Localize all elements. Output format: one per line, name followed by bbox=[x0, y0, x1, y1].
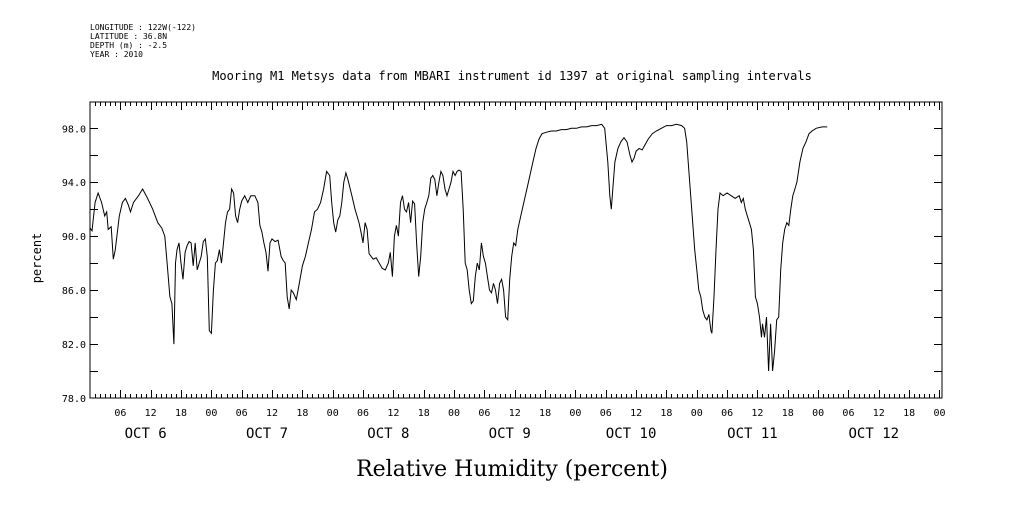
y-tick-label: 90.0 bbox=[62, 232, 86, 243]
meta-line-depth: DEPTH (m) : -2.5 bbox=[90, 41, 167, 50]
x-hour-tick-label: 12 bbox=[509, 408, 521, 419]
x-hour-tick-label: 06 bbox=[236, 408, 248, 419]
x-hour-tick-label: 06 bbox=[478, 408, 490, 419]
x-hour-tick-label: 12 bbox=[387, 408, 399, 419]
x-hour-tick-label: 18 bbox=[296, 408, 308, 419]
x-hour-tick-label: 12 bbox=[630, 408, 642, 419]
plot-frame bbox=[89, 101, 943, 399]
x-hour-tick-label: 00 bbox=[448, 408, 460, 419]
x-hour-tick-label: 00 bbox=[205, 408, 217, 419]
x-hour-tick-label: 00 bbox=[812, 408, 824, 419]
x-hour-tick-label: 18 bbox=[175, 408, 187, 419]
x-hour-tick-label: 12 bbox=[266, 408, 278, 419]
x-day-label: OCT 11 bbox=[727, 426, 778, 442]
x-day-label: OCT 7 bbox=[246, 426, 288, 442]
x-hour-tick-label: 00 bbox=[691, 408, 703, 419]
x-day-label: OCT 12 bbox=[849, 426, 900, 442]
x-hour-tick-label: 06 bbox=[721, 408, 733, 419]
x-day-label: OCT 8 bbox=[367, 426, 409, 442]
y-tick-label: 98.0 bbox=[62, 124, 86, 135]
x-hour-tick-label: 00 bbox=[327, 408, 339, 419]
x-hour-tick-label: 06 bbox=[600, 408, 612, 419]
y-tick-label: 86.0 bbox=[62, 286, 86, 297]
y-axis-label: percent bbox=[30, 233, 44, 284]
axis-tick-labels: 78.0 82.0 86.0 90.0 94.0 98.0 06 12 18 00 06 12 18 00… bbox=[62, 124, 946, 442]
x-hour-tick-label: 18 bbox=[539, 408, 551, 419]
y-tick-label: 78.0 bbox=[62, 394, 86, 405]
meta-line-longitude: LONGITUDE : 122W(-122) bbox=[90, 23, 196, 32]
x-hour-tick-label: 12 bbox=[751, 408, 763, 419]
x-day-label: OCT 6 bbox=[125, 426, 167, 442]
meta-line-year: YEAR : 2010 bbox=[90, 50, 143, 59]
x-hour-tick-label: 06 bbox=[357, 408, 369, 419]
chart-title: Mooring M1 Metsys data from MBARI instru… bbox=[212, 69, 812, 83]
metadata-block: LONGITUDE : 122W(-122) LATITUDE : 36.8N … bbox=[90, 23, 196, 59]
x-hour-tick-label: 18 bbox=[418, 408, 430, 419]
x-day-label: OCT 9 bbox=[489, 426, 531, 442]
x-hour-tick-label: 18 bbox=[903, 408, 915, 419]
x-hour-tick-label: 12 bbox=[145, 408, 157, 419]
humidity-series-line bbox=[89, 123, 828, 372]
x-hour-tick-label: 00 bbox=[569, 408, 581, 419]
y-tick-label: 94.0 bbox=[62, 178, 86, 189]
x-hour-tick-label: 06 bbox=[114, 408, 126, 419]
axis-ticks bbox=[90, 102, 942, 398]
x-axis-label: Relative Humidity (percent) bbox=[356, 457, 668, 482]
x-hour-tick-label: 00 bbox=[933, 408, 945, 419]
x-hour-tick-label: 18 bbox=[660, 408, 672, 419]
y-tick-label: 82.0 bbox=[62, 340, 86, 351]
x-hour-tick-label: 18 bbox=[782, 408, 794, 419]
meta-line-latitude: LATITUDE : 36.8N bbox=[90, 32, 167, 41]
x-day-label: OCT 10 bbox=[606, 426, 657, 442]
x-hour-tick-label: 12 bbox=[873, 408, 885, 419]
x-hour-tick-label: 06 bbox=[842, 408, 854, 419]
